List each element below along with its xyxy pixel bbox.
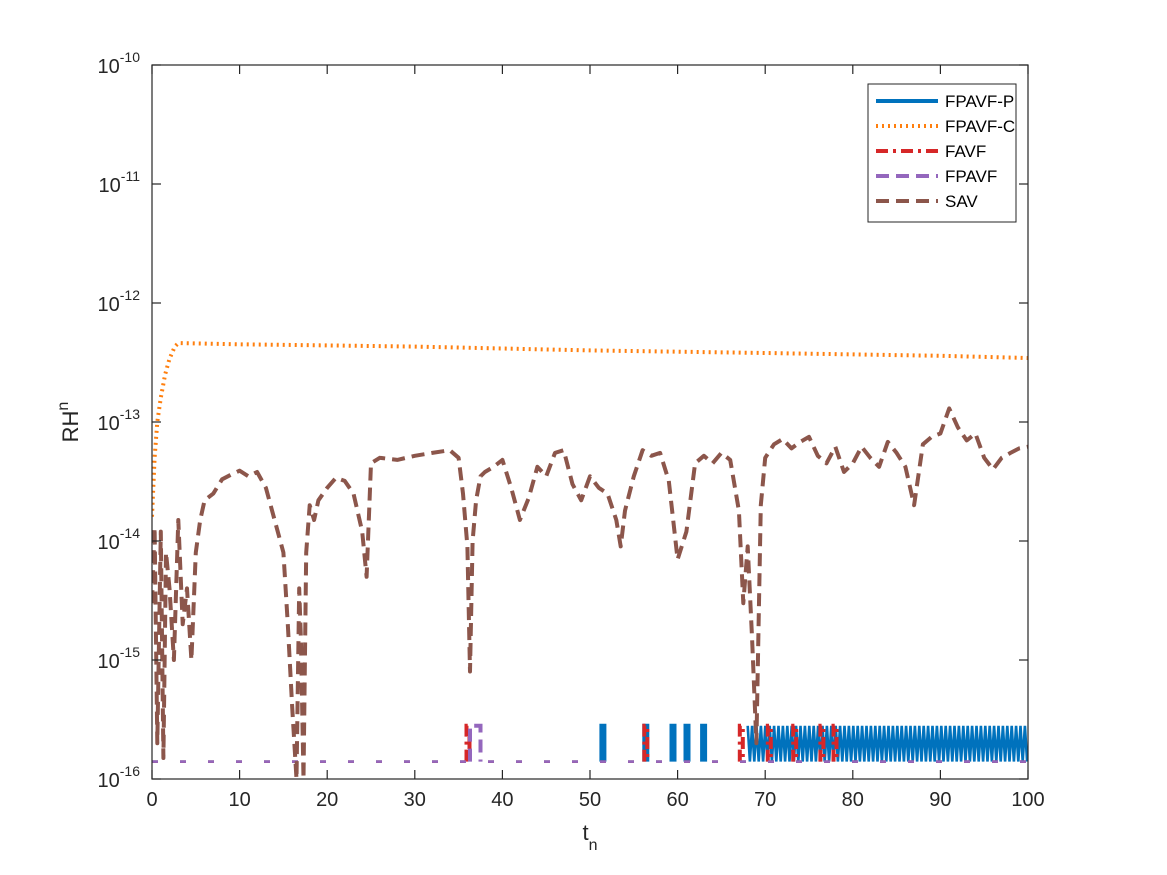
x-tick-label: 0 — [146, 789, 157, 811]
x-tick-label: 10 — [228, 789, 250, 811]
series-layer — [152, 341, 1028, 779]
y-axis-title: RHn — [55, 402, 83, 443]
series-spike-fpavf-p — [700, 723, 708, 762]
x-tick-label: 20 — [316, 789, 338, 811]
x-tick-label: 30 — [404, 789, 426, 811]
x-tick-label: 70 — [754, 789, 776, 811]
y-tick-label: 10-15 — [98, 644, 141, 673]
y-tick-label: 10-13 — [98, 406, 141, 435]
series-line-sav — [152, 406, 1028, 779]
x-axis-title: tn — [582, 820, 597, 854]
x-tick-label: 50 — [579, 789, 601, 811]
y-tick-label: 10-10 — [98, 49, 141, 78]
x-tick-label: 80 — [842, 789, 864, 811]
y-tick-label: 10-11 — [99, 168, 141, 197]
legend-box — [867, 83, 1017, 223]
y-tick-label: 10-16 — [98, 763, 141, 792]
x-tick-label: 90 — [929, 789, 951, 811]
y-axis-title-main: RH — [58, 411, 83, 443]
series-spike-favf — [642, 723, 650, 762]
x-tick-label: 40 — [491, 789, 513, 811]
series-spike-favf — [791, 723, 799, 762]
legend-label-fpavf-p: FPAVF-P — [945, 92, 1014, 111]
axis-layer: 0 10 20 30 40 50 60 70 80 90 100 10-16 10-15 10-14 10-… — [98, 49, 1045, 811]
legend-label-favf: FAVF — [945, 142, 986, 161]
series-spike-fpavf — [468, 723, 483, 762]
y-tick-label: 10-14 — [98, 525, 141, 554]
legend-label-fpavf-c: FPAVF-C — [945, 117, 1015, 136]
x-axis-title-sub: n — [589, 837, 598, 854]
x-tick-label: 100 — [1011, 789, 1044, 811]
series-spike-favf — [831, 723, 839, 762]
series-spike-favf — [765, 723, 773, 762]
x-tick-label: 60 — [666, 789, 688, 811]
series-spike-fpavf-p — [669, 723, 677, 762]
series-spike-favf — [464, 723, 472, 762]
legend-label-sav: SAV — [945, 192, 978, 211]
series-spike-fpavf-p — [683, 723, 691, 762]
series-spike-favf — [818, 723, 826, 762]
y-tick-label: 10-12 — [98, 287, 141, 316]
series-spike-fpavf-p — [599, 723, 607, 762]
legend-label-fpavf: FPAVF — [945, 167, 997, 186]
x-axis-title-main: t — [582, 820, 588, 845]
series-line-fpavf-c — [152, 341, 1028, 517]
y-axis-title-sup: n — [55, 402, 72, 411]
series-spike-favf — [737, 723, 745, 762]
legend: FPAVF-P FPAVF-C FAVF FPAVF SAV — [867, 83, 1017, 223]
